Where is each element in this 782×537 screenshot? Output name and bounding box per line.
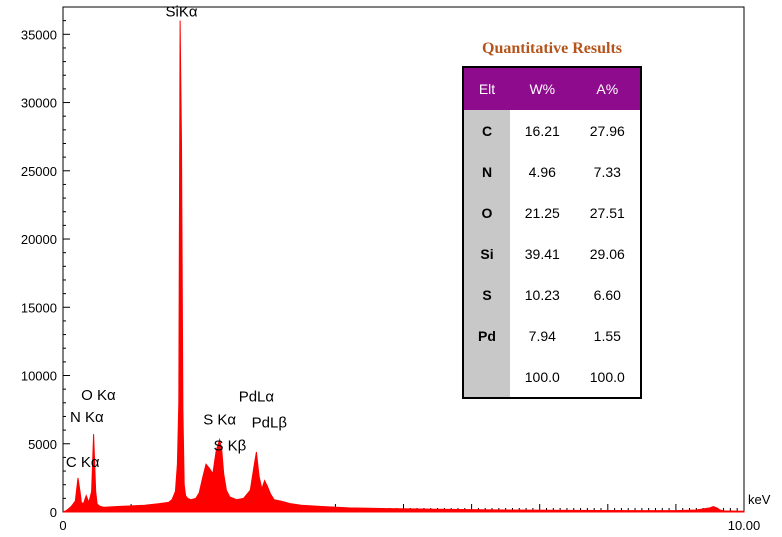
peak-label: N Kα [70,409,104,426]
element-cell: Pd [463,315,510,356]
header-weight-percent: W% [510,67,575,110]
weight-cell: 16.21 [524,122,560,139]
quantitative-results-panel: Quantitative Results Elt W% A% C 16.21 2… [462,40,642,399]
x-tick-label: 10.00 [728,518,761,533]
results-header-row: Elt W% A% [463,67,641,110]
total-row: 100.0 100.0 [463,356,641,398]
table-row: O 21.25 27.51 [463,192,641,233]
y-axis: 0 5000 10000 15000 20000 25000 30000 35000 [21,20,70,520]
spectrum-area [62,20,745,513]
element-cell: S [463,274,510,315]
peak-label: O Kα [81,387,116,404]
table-row: N 4.96 7.33 [463,151,641,192]
table-row: C 16.21 27.96 [463,110,641,151]
atomic-total-cell: 100.0 [589,368,625,385]
x-tick-label: 0 [59,518,66,533]
atomic-cell: 1.55 [593,327,621,344]
peak-label: S Kα [203,412,236,429]
weight-cell: 39.41 [524,245,560,262]
peak-label: PdLα [239,389,275,406]
results-title: Quantitative Results [482,40,622,57]
y-tick-label: 30000 [21,96,57,111]
peak-label: C Kα [66,454,100,471]
peak-label: S Kβ [213,438,246,455]
weight-cell: 21.25 [524,204,560,221]
y-tick-label: 25000 [21,164,57,179]
peak-label: PdLβ [252,414,288,431]
atomic-cell: 6.60 [593,286,621,303]
atomic-cell: 27.51 [589,204,625,221]
results-table: Elt W% A% C 16.21 27.96 N 4.96 7.33 O 21… [462,66,642,399]
y-tick-label: 0 [50,505,57,520]
y-tick-label: 20000 [21,232,57,247]
table-row: Pd 7.94 1.55 [463,315,641,356]
element-cell [463,356,510,398]
header-atomic-percent: A% [574,67,641,110]
y-tick-label: 15000 [21,300,57,315]
atomic-cell: 29.06 [589,245,625,262]
weight-cell: 4.96 [528,163,556,180]
weight-cell: 7.94 [528,327,556,344]
x-axis-unit-label: keV [748,492,771,507]
header-elt: Elt [463,67,510,110]
element-cell: O [463,192,510,233]
table-row: S 10.23 6.60 [463,274,641,315]
element-cell: Si [463,233,510,274]
element-cell: C [463,110,510,151]
peak-label: SiKα [165,4,197,21]
atomic-cell: 27.96 [589,122,625,139]
table-row: Si 39.41 29.06 [463,233,641,274]
y-tick-label: 35000 [21,27,57,42]
atomic-cell: 7.33 [593,163,621,180]
weight-cell: 10.23 [524,286,560,303]
y-tick-label: 5000 [28,437,57,452]
y-tick-label: 10000 [21,369,57,384]
element-cell: N [463,151,510,192]
weight-total-cell: 100.0 [524,368,560,385]
